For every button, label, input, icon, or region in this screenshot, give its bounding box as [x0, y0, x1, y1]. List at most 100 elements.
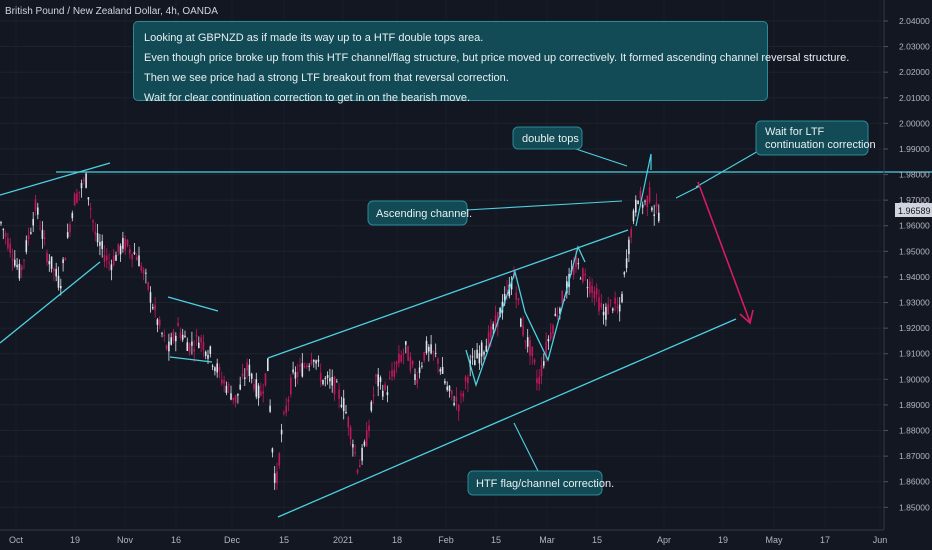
candle-body: [73, 193, 76, 206]
candle-body: [651, 207, 653, 211]
candle-body: [506, 289, 508, 291]
x-tick-label: Mar: [539, 535, 555, 545]
candle-body: [434, 352, 437, 354]
candle-body: [352, 444, 354, 448]
bearish-arrow[interactable]: [697, 181, 754, 325]
candle-body: [188, 343, 191, 353]
candle-body: [216, 363, 218, 373]
candle-body: [283, 412, 285, 414]
htf-flag-callout: HTF flag/channel correction.: [467, 470, 614, 496]
candle-body: [421, 365, 423, 367]
candle-body: [517, 298, 520, 301]
candle-body: [329, 378, 331, 382]
candle-body: [175, 335, 177, 342]
candle-body: [308, 365, 310, 367]
candle-body: [349, 427, 352, 440]
small-connector[interactable]: [675, 185, 701, 199]
candle-body: [287, 399, 290, 402]
candle-body: [301, 363, 304, 377]
candle-body: [372, 394, 375, 397]
flag-bottom-line[interactable]: [169, 356, 213, 363]
candle-body: [158, 319, 161, 326]
candle-body: [4, 233, 7, 237]
candle-body: [200, 337, 202, 343]
candle-body: [161, 333, 163, 335]
candle-body: [365, 430, 368, 447]
candle-body: [207, 355, 209, 359]
candle-body: [451, 390, 453, 395]
candle-body: [204, 351, 207, 356]
candle-body: [457, 404, 460, 412]
candle-body: [319, 372, 322, 382]
wait-ltf-pointer[interactable]: [695, 149, 761, 188]
candle-body: [616, 306, 619, 309]
candle-body: [653, 214, 655, 217]
candle-body: [273, 473, 276, 483]
candle-body: [41, 229, 44, 239]
candle-body: [179, 332, 182, 338]
candle-body: [446, 386, 448, 390]
candle-body: [124, 238, 126, 251]
candle-body: [142, 269, 145, 274]
candle-body: [543, 361, 545, 366]
candle-body: [262, 391, 264, 394]
y-tick-label: 1.97000: [899, 195, 930, 205]
price-axis[interactable]: 1.96589 2.04000 2.03000 2.02000 2.01000 2.00…: [883, 0, 932, 530]
ascending-channel-pointer[interactable]: [465, 200, 623, 211]
candle-body: [439, 369, 442, 372]
candle-body: [48, 261, 51, 265]
x-tick-label: 18: [392, 535, 402, 545]
candle-body: [487, 332, 490, 348]
time-axis[interactable]: Oct 19 Nov 16 Dec 15 2021 18 Feb 15 Mar 15 Apr 19 May 1…: [0, 529, 887, 545]
candle-body: [623, 272, 626, 275]
ascending-channel-zigzag[interactable]: [465, 245, 586, 388]
candle-body: [605, 306, 607, 320]
candle-body: [575, 256, 577, 268]
candle-body: [607, 304, 609, 315]
candle-body: [338, 389, 340, 399]
candle-body: [246, 362, 248, 371]
candle-body: [296, 372, 299, 377]
candle-body: [538, 376, 540, 384]
double-tops-pointer[interactable]: [569, 146, 628, 167]
early-trendline-top[interactable]: [0, 162, 111, 196]
grid: [0, 20, 884, 508]
candle-body: [168, 341, 170, 352]
candle-body: [414, 374, 416, 381]
candle-body: [209, 346, 212, 354]
candle-body: [635, 199, 637, 213]
x-tick-label: Feb: [438, 535, 454, 545]
candle-body: [547, 338, 550, 342]
candle-body: [515, 292, 517, 300]
candle-body: [432, 351, 435, 353]
candle-body: [628, 239, 630, 255]
candle-body: [402, 353, 405, 355]
y-tick-label: 1.94000: [899, 272, 930, 282]
candle-body: [248, 364, 251, 377]
candle-body: [388, 377, 391, 379]
candle-body: [612, 308, 614, 311]
candle-body: [260, 391, 262, 396]
candle-body: [193, 348, 195, 352]
x-tick-label: 2021: [333, 535, 353, 545]
candle-body: [191, 341, 193, 346]
candle-body: [184, 335, 186, 338]
candle-body: [425, 340, 428, 354]
htf-channel-bottom[interactable]: [277, 318, 737, 518]
candle-body: [503, 293, 506, 304]
double-tops-spike[interactable]: [635, 153, 652, 227]
htf-flag-pointer[interactable]: [513, 422, 539, 472]
candle-body: [64, 257, 67, 261]
early-trendline-bottom[interactable]: [0, 261, 101, 344]
candle-body: [490, 326, 492, 338]
candle-body: [140, 265, 143, 271]
candle-body: [354, 452, 356, 454]
flag-top-line[interactable]: [167, 296, 219, 312]
htf-channel-top[interactable]: [267, 229, 629, 359]
candle-body: [379, 377, 382, 382]
candle-body: [437, 358, 439, 364]
candle-body: [391, 370, 393, 377]
candle-body: [292, 369, 294, 373]
candle-body: [269, 405, 271, 412]
